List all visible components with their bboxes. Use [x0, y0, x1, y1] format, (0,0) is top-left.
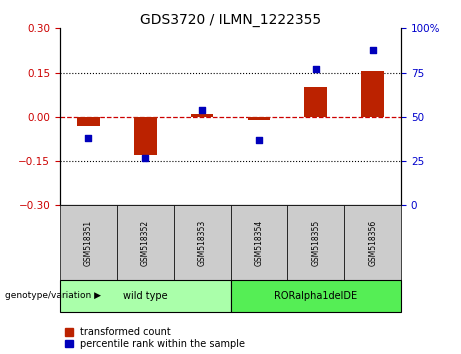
- Legend: transformed count, percentile rank within the sample: transformed count, percentile rank withi…: [65, 327, 245, 349]
- Text: GSM518356: GSM518356: [368, 219, 377, 266]
- Bar: [60, 205, 117, 280]
- Bar: [344, 205, 401, 280]
- Bar: [361, 71, 384, 117]
- Text: GSM518353: GSM518353: [198, 219, 207, 266]
- Text: genotype/variation ▶: genotype/variation ▶: [5, 291, 100, 300]
- Point: [198, 107, 206, 113]
- Bar: [287, 205, 344, 280]
- Text: RORalpha1delDE: RORalpha1delDE: [274, 291, 357, 301]
- Bar: [191, 114, 213, 117]
- Point: [369, 47, 376, 52]
- Bar: [77, 117, 100, 126]
- Point: [312, 66, 319, 72]
- Bar: [60, 280, 230, 312]
- Text: GSM518351: GSM518351: [84, 219, 93, 266]
- Bar: [230, 205, 287, 280]
- Text: GSM518352: GSM518352: [141, 219, 150, 266]
- Point: [142, 155, 149, 160]
- Text: GSM518354: GSM518354: [254, 219, 263, 266]
- Bar: [248, 117, 270, 120]
- Text: wild type: wild type: [123, 291, 167, 301]
- Bar: [174, 205, 230, 280]
- Bar: [134, 117, 157, 155]
- Bar: [304, 87, 327, 117]
- Bar: [117, 205, 174, 280]
- Point: [255, 137, 263, 143]
- Point: [85, 135, 92, 141]
- Title: GDS3720 / ILMN_1222355: GDS3720 / ILMN_1222355: [140, 13, 321, 27]
- Text: GSM518355: GSM518355: [311, 219, 320, 266]
- Bar: [230, 280, 401, 312]
